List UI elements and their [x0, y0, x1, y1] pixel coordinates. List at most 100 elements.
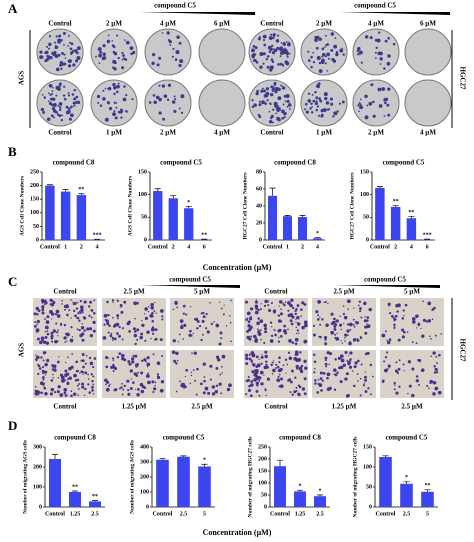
cell	[359, 307, 362, 310]
cell	[364, 375, 367, 379]
colony	[58, 106, 62, 109]
colony	[334, 112, 338, 116]
colony	[324, 62, 327, 65]
cell	[345, 394, 350, 398]
cell	[135, 363, 138, 366]
cell	[205, 312, 208, 316]
colony	[67, 94, 71, 97]
cell	[53, 390, 57, 394]
cell	[74, 392, 76, 395]
colony	[48, 100, 50, 102]
cell	[46, 358, 50, 363]
dish	[198, 79, 246, 127]
cell	[329, 352, 333, 356]
cell	[404, 303, 408, 307]
colony	[60, 118, 64, 122]
cell	[359, 377, 362, 380]
significance: *	[405, 475, 408, 481]
cell	[215, 355, 220, 359]
condition-label: 5 µM	[404, 288, 420, 296]
x-tick-label: 4	[187, 244, 190, 250]
cell	[214, 390, 219, 394]
cell	[323, 301, 325, 304]
cell	[144, 316, 149, 321]
chart-title: compound C8	[274, 159, 316, 167]
cell	[356, 339, 360, 342]
colony	[53, 116, 56, 119]
condition-label: Control	[53, 288, 76, 296]
cell	[432, 392, 436, 396]
colony	[117, 110, 121, 114]
cell	[74, 379, 78, 382]
cell	[353, 384, 356, 388]
cell	[295, 318, 297, 320]
cell	[245, 353, 249, 357]
bar	[274, 466, 286, 507]
cell	[118, 334, 121, 338]
colony	[282, 48, 286, 53]
header: compound C5	[354, 2, 396, 10]
cell	[229, 321, 232, 324]
cell	[57, 329, 59, 331]
cell	[66, 340, 68, 342]
cell	[78, 310, 81, 313]
cell	[348, 322, 353, 327]
cell	[371, 375, 374, 378]
colony	[116, 34, 119, 37]
colony	[273, 101, 278, 106]
cell	[40, 391, 43, 395]
cell	[191, 352, 193, 354]
field	[380, 298, 444, 346]
cell	[312, 353, 316, 357]
colony	[163, 94, 168, 99]
cell	[388, 338, 392, 342]
cell	[339, 380, 343, 384]
cell	[381, 333, 386, 338]
colony	[268, 110, 271, 113]
cell	[295, 307, 298, 311]
cell	[51, 318, 53, 320]
cell	[280, 377, 284, 381]
colony	[67, 34, 70, 37]
cell	[246, 330, 250, 333]
cell	[418, 384, 421, 386]
cell	[352, 323, 355, 326]
condition-label: 4 µM	[368, 20, 384, 28]
cell	[147, 306, 150, 308]
cell	[173, 359, 177, 363]
cell	[327, 323, 329, 326]
colony	[113, 92, 116, 96]
cell	[291, 393, 294, 396]
cell	[84, 371, 88, 375]
colony	[70, 51, 74, 55]
cell	[42, 382, 45, 386]
colony	[279, 46, 283, 50]
cell	[260, 362, 263, 365]
colony	[276, 116, 280, 120]
colony	[117, 82, 120, 85]
cell	[52, 364, 57, 369]
cell	[295, 390, 298, 392]
cell	[259, 370, 264, 375]
cell	[41, 307, 45, 310]
colony	[99, 104, 103, 107]
cell	[366, 316, 370, 319]
condition-label: 1 µM	[316, 129, 332, 137]
colony	[57, 87, 61, 90]
dish	[404, 79, 452, 127]
cell	[41, 311, 45, 315]
colony	[324, 34, 327, 37]
cell	[118, 326, 121, 329]
colony	[65, 110, 70, 115]
colony	[358, 50, 363, 55]
colony	[73, 104, 76, 107]
cell	[434, 334, 437, 337]
cell	[131, 360, 135, 364]
cell	[279, 384, 284, 389]
colony	[261, 87, 264, 90]
colony	[67, 64, 72, 68]
cell	[206, 330, 210, 334]
colony	[98, 53, 102, 58]
cell	[395, 303, 399, 308]
cell	[68, 309, 71, 312]
